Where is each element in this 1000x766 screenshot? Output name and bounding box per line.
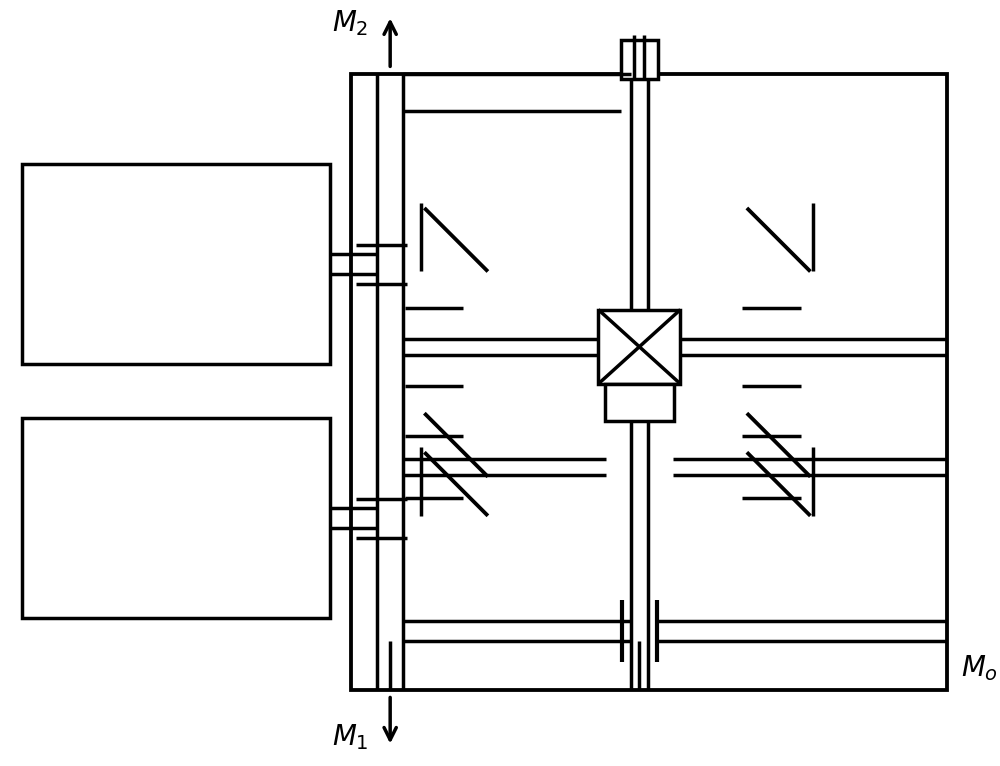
Text: $M_o$: $M_o$ — [961, 653, 998, 683]
Bar — [621, 40, 658, 79]
Text: $M_2$: $M_2$ — [332, 8, 369, 38]
Bar — [22, 164, 330, 365]
Bar — [351, 74, 947, 689]
Bar — [598, 309, 680, 384]
Bar — [605, 384, 674, 421]
Text: $M_1$: $M_1$ — [332, 722, 369, 751]
Bar — [22, 418, 330, 618]
